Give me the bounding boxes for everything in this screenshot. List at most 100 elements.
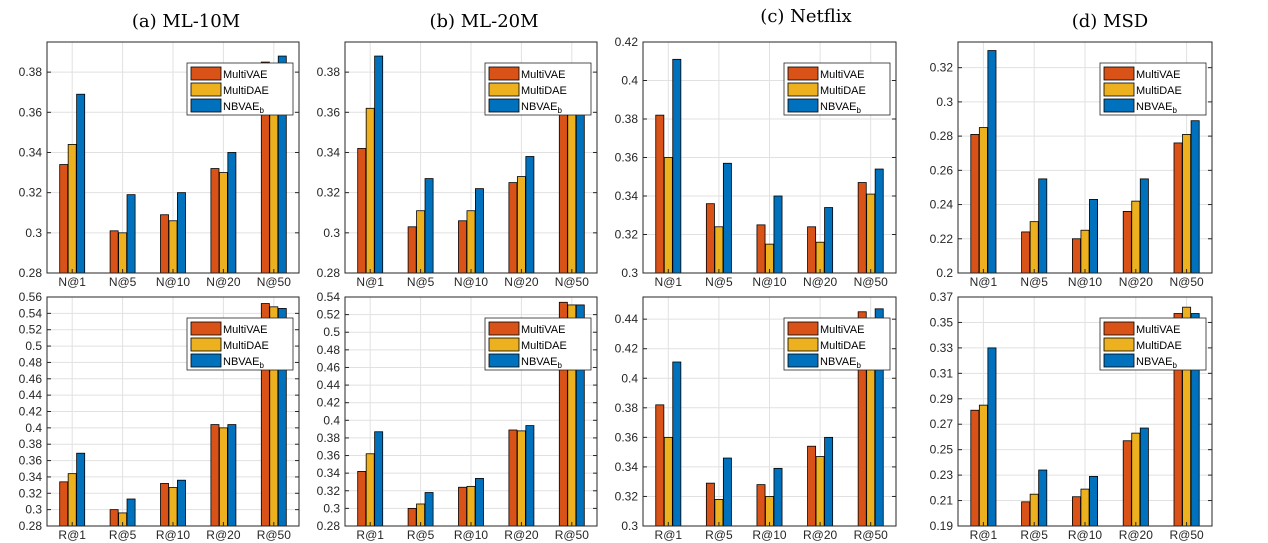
- legend-swatch-multidae: [488, 337, 520, 352]
- bar-multivae-n-at-20: [210, 168, 220, 274]
- y-tick-label: 0.42: [19, 405, 43, 419]
- legend-label-subscript: b: [1172, 106, 1177, 115]
- legend-swatch-multidae: [1103, 337, 1135, 352]
- y-tick-label: 0.24: [930, 198, 954, 212]
- axes-frame: [642, 296, 897, 527]
- x-tick-label: R@5: [1020, 528, 1048, 542]
- legend-label-multivae: MultiVAE: [1136, 69, 1180, 81]
- bar-multivae-r-at-1: [970, 409, 980, 527]
- bar-multivae-n-at-20: [508, 182, 518, 274]
- bar-multivae-r-at-10: [1072, 496, 1081, 527]
- bar-nbvae-r-at-5: [424, 492, 434, 527]
- x-tick-label: N@10: [752, 275, 787, 289]
- bar-multivae-n-at-10: [1072, 238, 1081, 274]
- panel-netflix-recall: 0.3 0.32 0.34 0.36 0.38 0.4 0.42 0.44 R@1 R@5 R@10…: [615, 296, 897, 542]
- bar-multivae-n-at-50: [1173, 142, 1183, 274]
- y-tick-label: 0.23: [930, 468, 954, 482]
- y-tick-label: 0.52: [317, 308, 341, 322]
- y-tick-label: 0.54: [317, 290, 341, 304]
- x-tick-label: R@5: [407, 528, 435, 542]
- y-tick-label: 0.35: [930, 315, 954, 329]
- x-tick-label: N@50: [1169, 275, 1204, 289]
- legend: MultiVAE MultiDAE NBVAEb: [783, 62, 891, 116]
- bar-multivae-r-at-5: [1021, 501, 1031, 527]
- legend-swatch-multidae: [488, 82, 520, 97]
- y-tick-label: 0.36: [317, 449, 341, 463]
- legend: MultiVAE MultiDAE NBVAEb: [186, 62, 294, 116]
- x-tick-label: R@20: [206, 528, 241, 542]
- legend-label-multidae: MultiDAE: [820, 85, 866, 97]
- y-tick-label: 0.3: [936, 95, 953, 109]
- x-tick-label: R@10: [752, 528, 787, 542]
- y-tick-label: 0.36: [317, 105, 341, 119]
- y-tick-label: 0.31: [930, 366, 954, 380]
- bar-nbvae-r-at-20: [1139, 427, 1149, 527]
- legend-label-nbvae: NBVAEb: [1136, 101, 1177, 115]
- axes-frame: [957, 41, 1213, 274]
- bar-multidae-n-at-20: [516, 176, 526, 274]
- bar-multidae-r-at-1: [663, 436, 673, 527]
- x-tick-label: N@10: [454, 275, 489, 289]
- y-tick-label: 0.22: [930, 232, 954, 246]
- legend-label-subscript: b: [856, 106, 861, 115]
- bar-multivae-n-at-20: [807, 226, 817, 274]
- legend-label-multidae: MultiDAE: [1136, 85, 1182, 97]
- y-tick-label: 0.38: [317, 65, 341, 79]
- y-tick-label: 0.4: [621, 371, 638, 385]
- y-tick-label: 0.3: [25, 226, 42, 240]
- legend-label-multivae: MultiVAE: [521, 69, 565, 81]
- x-tick-label: R@10: [156, 528, 191, 542]
- y-tick-label: 0.21: [930, 494, 954, 508]
- legend-label-multivae: MultiVAE: [820, 69, 864, 81]
- legend-swatch-multivae: [787, 321, 819, 336]
- legend-label-nbvae: NBVAEb: [820, 356, 861, 370]
- bar-multidae-n-at-50: [1182, 133, 1192, 274]
- x-tick-label: N@10: [1068, 275, 1103, 289]
- legend: MultiVAE MultiDAE NBVAEb: [1099, 62, 1207, 116]
- bar-nbvae-r-at-10: [1089, 475, 1098, 527]
- x-tick-label: N@5: [1020, 275, 1048, 289]
- panel-msd-ndcg: 0.2 0.22 0.24 0.26 0.28 0.3 0.32 N@1 N@5 N@10 N@20…: [930, 41, 1213, 289]
- bar-multivae-r-at-1: [59, 481, 69, 527]
- x-tick-label: N@20: [504, 275, 539, 289]
- x-tick-label: N@20: [1119, 275, 1154, 289]
- title-ml-20m: (b) ML-20M: [429, 11, 538, 32]
- panel-ml-10m-recall: 0.28 0.3 0.32 0.34 0.36 0.38 0.4 0.42 0.44 0.46 0.…: [19, 290, 300, 542]
- y-tick-label: 0.52: [19, 323, 43, 337]
- bar-nbvae-n-at-20: [1139, 178, 1149, 274]
- y-tick-label: 0.28: [930, 129, 954, 143]
- bar-multidae-n-at-1: [663, 157, 673, 274]
- bar-nbvae-n-at-5: [424, 178, 434, 274]
- panel-ml-10m-ndcg: 0.28 0.3 0.32 0.34 0.36 0.38 N@1 N@5 N@10 N@20 N@5…: [19, 41, 300, 289]
- bar-multidae-n-at-20: [1131, 200, 1141, 274]
- bar-multivae-n-at-1: [970, 133, 980, 274]
- y-tick-label: 0.34: [19, 145, 43, 159]
- title-msd: (d) MSD: [1072, 11, 1148, 32]
- y-tick-label: 0.56: [19, 290, 43, 304]
- legend-swatch-multivae: [488, 66, 520, 81]
- x-tick-label: N@10: [156, 275, 191, 289]
- legend-swatch-multivae: [190, 321, 222, 336]
- bar-multidae-n-at-1: [365, 107, 375, 274]
- legend-label-multidae: MultiDAE: [223, 85, 269, 97]
- y-tick-label: 0.3: [621, 519, 638, 533]
- bar-multivae-r-at-5: [407, 507, 417, 527]
- bar-nbvae-r-at-20: [525, 425, 535, 527]
- axes-frame: [46, 41, 300, 274]
- title-netflix: (c) Netflix: [760, 6, 851, 27]
- y-tick-label: 0.44: [615, 312, 639, 326]
- legend-label-subscript: b: [856, 361, 861, 370]
- x-tick-label: N@5: [109, 275, 137, 289]
- legend: MultiVAE MultiDAE NBVAEb: [484, 62, 592, 116]
- bar-nbvae-r-at-10: [177, 479, 186, 527]
- legend-label-multivae: MultiVAE: [820, 324, 864, 336]
- axes-frame: [957, 296, 1213, 527]
- legend-swatch-nbvae: [190, 98, 222, 113]
- legend-label-nbvae: NBVAEb: [820, 101, 861, 115]
- legend-swatch-multidae: [190, 82, 222, 97]
- bar-nbvae-r-at-1: [76, 452, 86, 527]
- bar-multivae-r-at-20: [210, 424, 220, 527]
- legend-label-subscript: b: [259, 106, 264, 115]
- legend-label-multidae: MultiDAE: [521, 340, 567, 352]
